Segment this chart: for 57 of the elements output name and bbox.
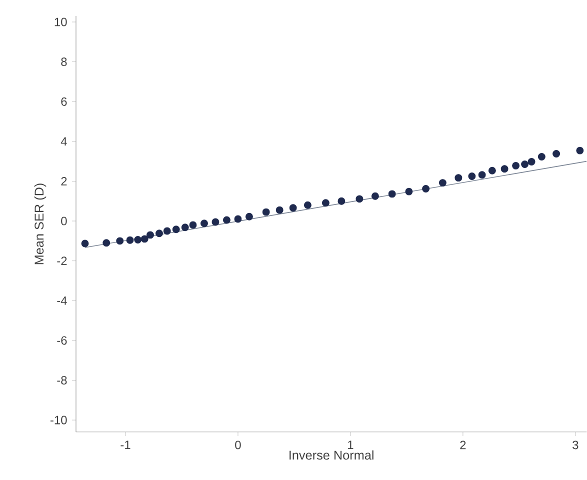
y-tick-label: 8	[61, 58, 67, 66]
x-tick-label: 1	[348, 440, 354, 449]
point	[488, 166, 496, 174]
point	[388, 190, 396, 198]
point	[338, 197, 346, 205]
point	[102, 239, 110, 247]
point	[289, 204, 297, 212]
point	[126, 236, 134, 244]
point	[468, 172, 476, 180]
x-tick-label: 0	[235, 440, 241, 450]
point	[116, 237, 124, 245]
point	[172, 226, 180, 234]
point	[134, 236, 142, 244]
y-tick-label: 2	[61, 177, 67, 186]
point	[304, 201, 312, 209]
point	[163, 227, 171, 235]
point	[528, 158, 536, 166]
point	[222, 216, 230, 224]
y-tick-label: -2	[57, 256, 67, 266]
point	[146, 231, 154, 239]
y-tick-label: 10	[54, 18, 67, 26]
point	[422, 185, 430, 193]
x-tick-label: 3	[572, 440, 578, 450]
x-axis-title: Inverse Normal	[290, 450, 374, 460]
point	[189, 221, 197, 229]
point	[478, 171, 486, 179]
y-tick-label: 6	[61, 97, 67, 106]
point	[200, 220, 208, 228]
point	[156, 230, 163, 238]
x-tick-label: -1	[120, 440, 130, 449]
point	[356, 195, 364, 203]
point	[512, 162, 520, 170]
point	[234, 215, 242, 223]
point	[454, 174, 462, 182]
y-axis-title: Mean SER (D)	[34, 184, 46, 264]
point	[140, 235, 148, 243]
point	[538, 152, 546, 160]
point	[322, 199, 330, 207]
point	[276, 206, 284, 214]
y-tick-label: -10	[50, 416, 67, 424]
point	[500, 165, 508, 173]
point	[552, 150, 560, 158]
point	[371, 192, 379, 200]
point	[81, 240, 89, 248]
point	[405, 188, 413, 196]
x-tick-label: 2	[460, 440, 466, 450]
point	[212, 218, 220, 226]
point	[245, 212, 253, 220]
y-tick-label: 0	[61, 216, 67, 226]
point	[181, 224, 189, 232]
y-tick-label: -4	[57, 296, 67, 305]
y-tick-label: -8	[57, 376, 67, 385]
point	[262, 208, 270, 216]
y-tick-label: 4	[60, 137, 67, 146]
y-tick-label: -6	[57, 336, 67, 345]
point	[438, 179, 446, 187]
point	[521, 160, 529, 168]
